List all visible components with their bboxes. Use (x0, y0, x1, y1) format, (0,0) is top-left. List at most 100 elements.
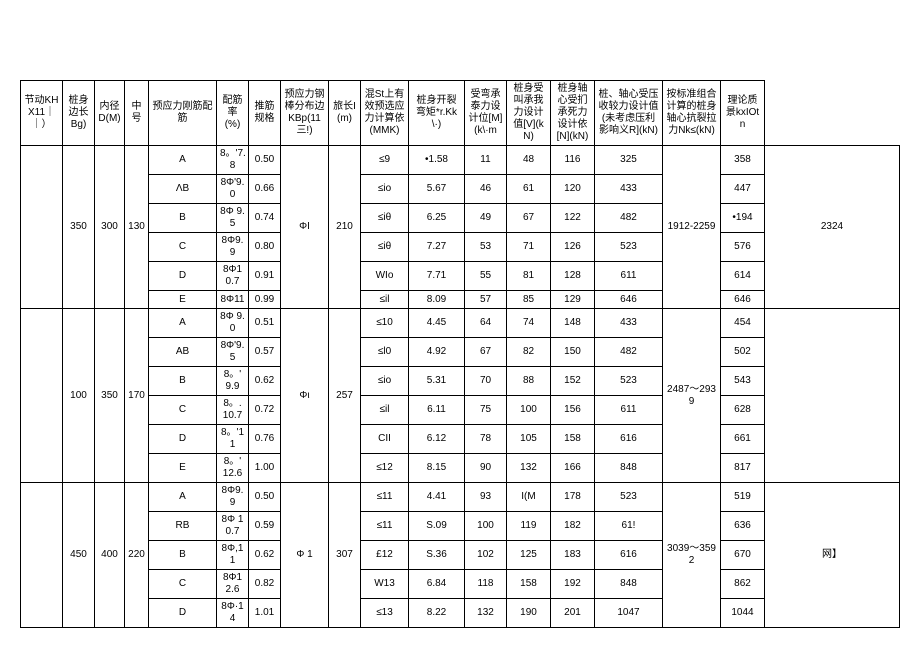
cell-e: 8Φ,11 (217, 541, 249, 570)
cell-l: 48 (507, 146, 551, 175)
cell-k: 49 (465, 204, 507, 233)
cell-f: 0.51 (249, 309, 281, 338)
cell-d: AB (149, 338, 217, 367)
cell-f: 0.80 (249, 233, 281, 262)
group-c1 (21, 309, 63, 483)
cell-n: 325 (595, 146, 663, 175)
cell-j: S.09 (409, 512, 465, 541)
cell-e: 8Φ9.9 (217, 483, 249, 512)
cell-k: 100 (465, 512, 507, 541)
cell-l: 100 (507, 396, 551, 425)
cell-i: ≤iθ (361, 204, 409, 233)
cell-j: 6.12 (409, 425, 465, 454)
cell-d: A (149, 146, 217, 175)
cell-p: 636 (721, 512, 765, 541)
cell-d: A (149, 309, 217, 338)
cell-i: ≤l0 (361, 338, 409, 367)
cell-m: 178 (551, 483, 595, 512)
h-c1: 节动KHX11｜｜） (21, 81, 63, 146)
cell-f: 0.50 (249, 146, 281, 175)
cell-f: 1.00 (249, 454, 281, 483)
cell-n: 433 (595, 175, 663, 204)
cell-k: 93 (465, 483, 507, 512)
cell-k: 53 (465, 233, 507, 262)
cell-m: 182 (551, 512, 595, 541)
cell-e: 8Φ 10.7 (217, 512, 249, 541)
cell-f: 0.76 (249, 425, 281, 454)
h-c7: 推筋规格 (249, 81, 281, 146)
cell-p: 646 (721, 291, 765, 309)
spec-table: 节动KHX11｜｜） 桩身边长Bg) 内径D(M) 中号 预应力刚筋配筋 配筋率… (20, 80, 900, 628)
cell-m: 116 (551, 146, 595, 175)
cell-k: 90 (465, 454, 507, 483)
cell-n: 611 (595, 396, 663, 425)
cell-p: 358 (721, 146, 765, 175)
cell-m: 150 (551, 338, 595, 367)
cell-j: 4.41 (409, 483, 465, 512)
cell-n: 482 (595, 338, 663, 367)
cell-j: 5.67 (409, 175, 465, 204)
cell-d: D (149, 425, 217, 454)
cell-e: 8。' 12.6 (217, 454, 249, 483)
cell-f: 0.72 (249, 396, 281, 425)
cell-d: C (149, 396, 217, 425)
group-c1 (21, 483, 63, 628)
cell-d: D (149, 599, 217, 628)
cell-n: 616 (595, 541, 663, 570)
cell-l: 105 (507, 425, 551, 454)
cell-d: B (149, 367, 217, 396)
cell-j: 8.09 (409, 291, 465, 309)
cell-i: ≤11 (361, 512, 409, 541)
cell-n: 523 (595, 367, 663, 396)
cell-j: 5.31 (409, 367, 465, 396)
cell-m: 192 (551, 570, 595, 599)
cell-i: ≤9 (361, 146, 409, 175)
cell-k: 70 (465, 367, 507, 396)
h-c10: 混St上有效预选应力计算依(MMK) (361, 81, 409, 146)
h-c11: 桩身开裂弯矩*r.Kk\·) (409, 81, 465, 146)
cell-p: 628 (721, 396, 765, 425)
cell-k: 67 (465, 338, 507, 367)
group-c17: 2324 (765, 146, 900, 309)
cell-j: 7.27 (409, 233, 465, 262)
cell-i: WIo (361, 262, 409, 291)
h-c6: 配筋率(%) (217, 81, 249, 146)
h-c13: 桩身受叫承我力设计值[V](kN) (507, 81, 551, 146)
group-c4: 130 (125, 146, 149, 309)
cell-d: D (149, 262, 217, 291)
cell-k: 102 (465, 541, 507, 570)
cell-i: CII (361, 425, 409, 454)
cell-d: B (149, 541, 217, 570)
cell-e: 8Φ12.6 (217, 570, 249, 599)
group-c2: 350 (63, 146, 95, 309)
cell-l: 71 (507, 233, 551, 262)
group-c17: 网】 (765, 483, 900, 628)
cell-m: 148 (551, 309, 595, 338)
h-c9: 旅长I(m) (329, 81, 361, 146)
cell-j: 6.25 (409, 204, 465, 233)
group-c17 (765, 309, 900, 483)
h-c16: 按标准组合计算的桩身轴心抗裂拉力Nk≤(kN) (663, 81, 721, 146)
cell-i: ≤13 (361, 599, 409, 628)
cell-d: C (149, 570, 217, 599)
cell-m: 166 (551, 454, 595, 483)
header-row: 节动KHX11｜｜） 桩身边长Bg) 内径D(M) 中号 预应力刚筋配筋 配筋率… (21, 81, 900, 146)
h-c12: 受弯承泰力设计位[M](k\·m (465, 81, 507, 146)
cell-e: 8。. 10.7 (217, 396, 249, 425)
cell-n: 433 (595, 309, 663, 338)
cell-i: ≤io (361, 367, 409, 396)
group-c4: 170 (125, 309, 149, 483)
h-c15: 桩、轴心受压收较力设计值(未考虑压利影响义R](kN) (595, 81, 663, 146)
cell-l: 119 (507, 512, 551, 541)
cell-l: 85 (507, 291, 551, 309)
cell-n: 61! (595, 512, 663, 541)
cell-f: 0.74 (249, 204, 281, 233)
cell-p: 502 (721, 338, 765, 367)
cell-f: 0.91 (249, 262, 281, 291)
cell-n: 482 (595, 204, 663, 233)
cell-m: 156 (551, 396, 595, 425)
group-c8: 307 (329, 483, 361, 628)
cell-k: 64 (465, 309, 507, 338)
cell-f: 0.99 (249, 291, 281, 309)
cell-f: 0.59 (249, 512, 281, 541)
